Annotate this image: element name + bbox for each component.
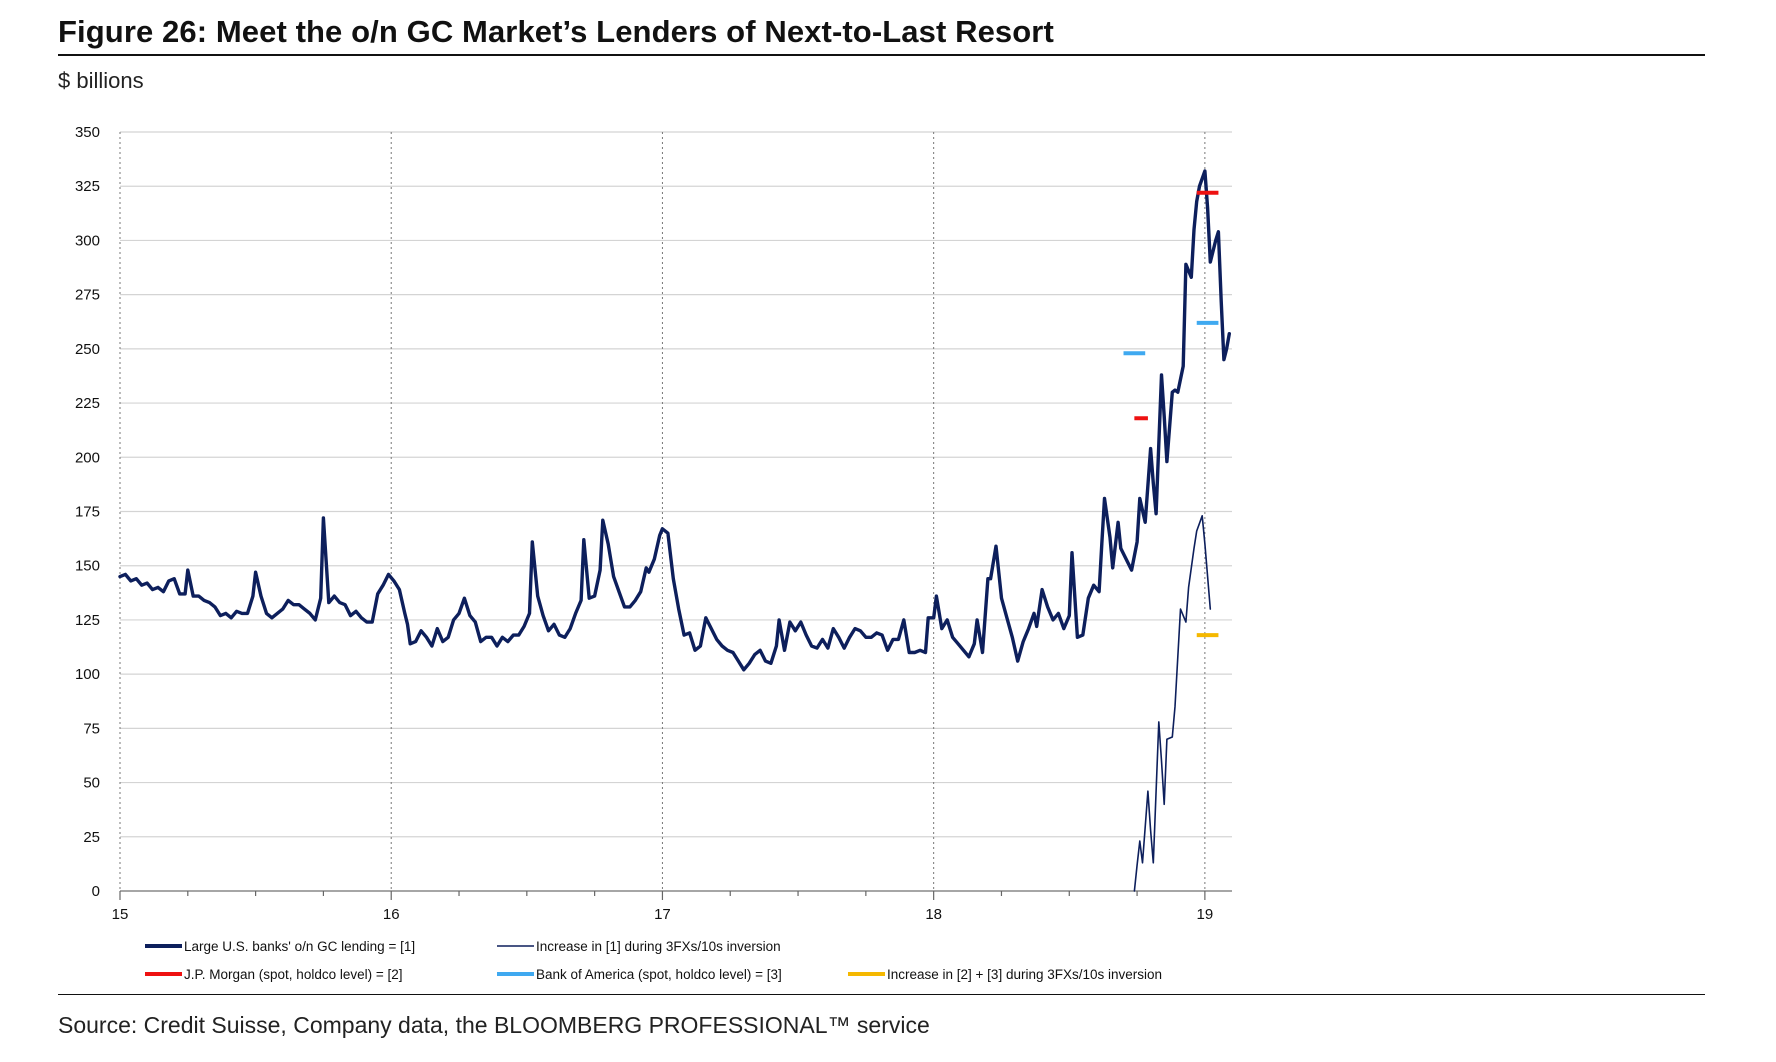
y-tick-label: 300 xyxy=(75,232,100,249)
source-note: Source: Credit Suisse, Company data, the… xyxy=(58,1012,930,1038)
legend-label-0: Large U.S. banks' o/n GC lending = [1] xyxy=(184,939,415,954)
x-tick-label: 19 xyxy=(1197,906,1214,923)
series-layer xyxy=(118,169,1231,892)
grid-layer xyxy=(119,131,1232,891)
series-0-line xyxy=(118,169,1231,672)
y-tick-label: 225 xyxy=(75,395,100,412)
y-tick-label: 175 xyxy=(75,504,100,521)
legend-label-2: J.P. Morgan (spot, holdco level) = [2] xyxy=(184,967,403,982)
y-tick-label: 200 xyxy=(75,449,100,466)
legend-label-4: Increase in [2] + [3] during 3FXs/10s in… xyxy=(887,967,1162,982)
unit-label: $ billions xyxy=(58,68,144,93)
chart-svg: 0 25 50 75 100 125 150 175 200 225 250 275 300 325 350… xyxy=(75,124,1232,982)
y-tick-label: 75 xyxy=(83,720,100,737)
y-tick-label: 50 xyxy=(83,775,100,792)
title-rule xyxy=(58,54,1705,56)
series-1-line xyxy=(1133,515,1212,892)
x-tick-label: 15 xyxy=(112,906,129,923)
figure-title: Figure 26: Meet the o/n GC Market’s Lend… xyxy=(58,14,1054,49)
source-rule xyxy=(58,994,1705,995)
x-tick-label: 17 xyxy=(654,906,671,923)
legend-layer: Large U.S. banks' o/n GC lending = [1] In… xyxy=(145,939,1162,982)
y-tick-label: 125 xyxy=(75,612,100,629)
y-tick-label: 325 xyxy=(75,178,100,195)
y-tick-label: 275 xyxy=(75,287,100,304)
y-tick-label: 0 xyxy=(92,883,100,900)
y-tick-label: 100 xyxy=(75,666,100,683)
legend-label-1: Increase in [1] during 3FXs/10s inversio… xyxy=(536,939,781,954)
x-tick-label: 18 xyxy=(925,906,942,923)
axis-layer: 0 25 50 75 100 125 150 175 200 225 250 275 300 325 350… xyxy=(75,124,1232,923)
y-tick-label: 350 xyxy=(75,124,100,141)
y-tick-label: 250 xyxy=(75,341,100,358)
y-tick-label: 150 xyxy=(75,558,100,575)
legend-label-3: Bank of America (spot, holdco level) = [… xyxy=(536,967,782,982)
x-tick-label: 16 xyxy=(383,906,400,923)
y-tick-label: 25 xyxy=(83,829,100,846)
